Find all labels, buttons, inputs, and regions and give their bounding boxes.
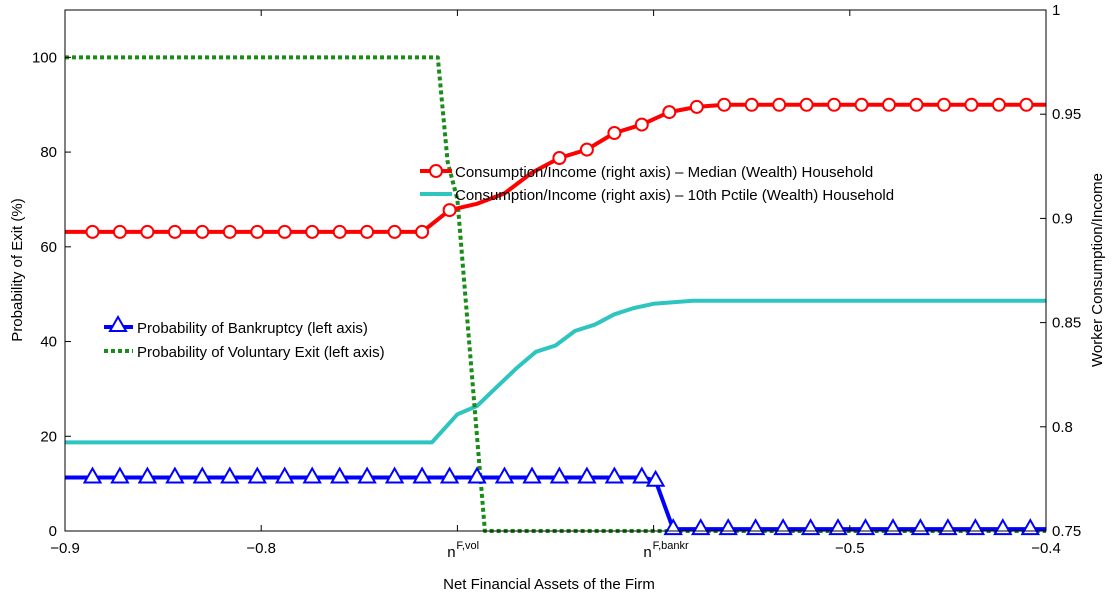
series-0-marker-15 [579,142,594,157]
series-2-marker-15 [494,466,515,484]
series-0-marker-30 [991,97,1006,112]
legend-bankruptcy-label: Probability of Bankruptcy (left axis) [137,320,368,337]
left-axis-label: Probability of Exit (%) [9,198,26,341]
series-0-marker-20 [717,97,732,112]
series-0-marker-3 [167,224,182,239]
series-2-marker-2 [137,466,158,484]
series-2-marker-9 [329,466,350,484]
x-tick-label-2: −0.5 [835,540,865,557]
series-2-marker-1 [110,466,130,484]
x-tick-label-1: −0.8 [246,540,276,557]
y-right-tick-label-4: 0.95 [1052,106,1081,123]
series-0-marker-2 [140,224,155,239]
series-2-marker-11 [384,466,405,484]
y-left-tick-label-5: 100 [32,49,57,66]
x-marker-label-1: n [643,544,651,561]
x-marker-label-0: n [447,544,455,561]
series-0-marker-23 [799,97,814,112]
series-line-2 [65,475,1046,532]
series-0-marker-7 [277,224,292,239]
series-0-marker-16 [607,126,622,140]
right-axis-ticks: 0.75 0.8 0.85 0.9 0.95 1 [1040,2,1081,540]
x-axis-label: Net Financial Assets of the Firm [443,576,655,593]
series-0-marker-18 [662,105,677,120]
series-0-marker-9 [332,224,347,239]
x-marker-sup-0: F,vol [456,540,479,552]
series-0-marker-21 [744,97,759,112]
series-0-marker-5 [222,224,237,239]
series-line-3 [65,55,1046,533]
series-0-marker-10 [360,224,375,239]
series-0-marker-8 [305,224,320,239]
y-left-tick-label-2: 40 [40,334,57,351]
left-axis-ticks: 0 20 40 60 80 100 [32,49,71,540]
series-2-marker-0 [82,466,103,484]
series-0-marker-27 [909,97,924,112]
series-2-marker-13 [439,466,460,484]
series-0-marker-11 [387,224,402,239]
series-2-marker-8 [302,466,322,484]
series-0-marker-22 [772,97,787,112]
legend-top: Consumption/Income (right axis) – Median… [420,164,894,204]
y-left-tick-label-0: 0 [49,523,57,540]
series-0-marker-17 [634,117,649,132]
series-2-marker-21 [645,469,666,487]
series-0-marker-4 [195,224,210,239]
series-0-marker-29 [964,97,979,112]
legend-voluntary-label: Probability of Voluntary Exit (left axis… [137,344,385,361]
series-0-marker-6 [250,224,265,239]
x-axis-ticks: −0.9 −0.8 −0.5 −0.4n F,vol n F,bankr [50,10,1061,561]
y-left-tick-label-1: 20 [40,428,57,445]
y-left-tick-label-4: 80 [40,144,57,161]
series-2-marker-10 [357,466,377,484]
legend-bottom: Probability of Bankruptcy (left axis) Pr… [104,314,385,361]
series-2-marker-5 [220,466,240,484]
series-2-marker-17 [549,466,570,484]
x-marker-sup-1: F,bankr [653,540,689,552]
series-2-marker-3 [165,466,185,484]
legend-median-marker [429,164,443,178]
series-0-marker-24 [827,97,842,112]
series-0-marker-12 [415,224,430,239]
y-right-tick-label-0: 0.75 [1052,523,1081,540]
right-axis-label: Worker Consumption/Income [1089,173,1106,367]
series-2-marker-4 [192,466,213,484]
series-0-marker-26 [882,97,896,112]
y-right-tick-label-2: 0.85 [1052,315,1081,332]
series-0-marker-13 [442,203,457,218]
series-2-marker-19 [604,466,625,484]
y-left-tick-label-3: 60 [40,239,57,256]
series-0-marker-1 [112,224,127,239]
legend-median-label: Consumption/Income (right axis) – Median… [455,164,873,181]
x-tick-label-0: −0.9 [50,540,80,557]
series-layer [65,55,1046,536]
series-2-marker-18 [577,466,597,484]
legend-bankruptcy-marker [108,314,128,332]
legend-p10-label: Consumption/Income (right axis) – 10th P… [455,187,894,204]
series-2-marker-16 [522,466,542,484]
series-2-marker-6 [247,466,268,484]
series-0-marker-28 [937,97,951,112]
plot-frame [64,9,1047,532]
series-0-marker-0 [85,224,100,239]
series-2-marker-7 [274,466,295,484]
y-right-tick-label-5: 1 [1052,2,1060,19]
y-right-tick-label-3: 0.9 [1052,210,1073,227]
series-0-marker-25 [854,97,869,112]
x-tick-label-3: −0.4 [1031,540,1061,557]
series-line-1 [65,298,1046,445]
series-0-marker-14 [552,151,567,165]
series-2-marker-12 [412,466,432,484]
series-2-marker-14 [467,466,487,484]
series-0-marker-19 [689,99,704,114]
series-0-marker-31 [1019,97,1034,112]
series-2-marker-20 [632,466,652,484]
y-right-tick-label-1: 0.8 [1052,419,1073,436]
